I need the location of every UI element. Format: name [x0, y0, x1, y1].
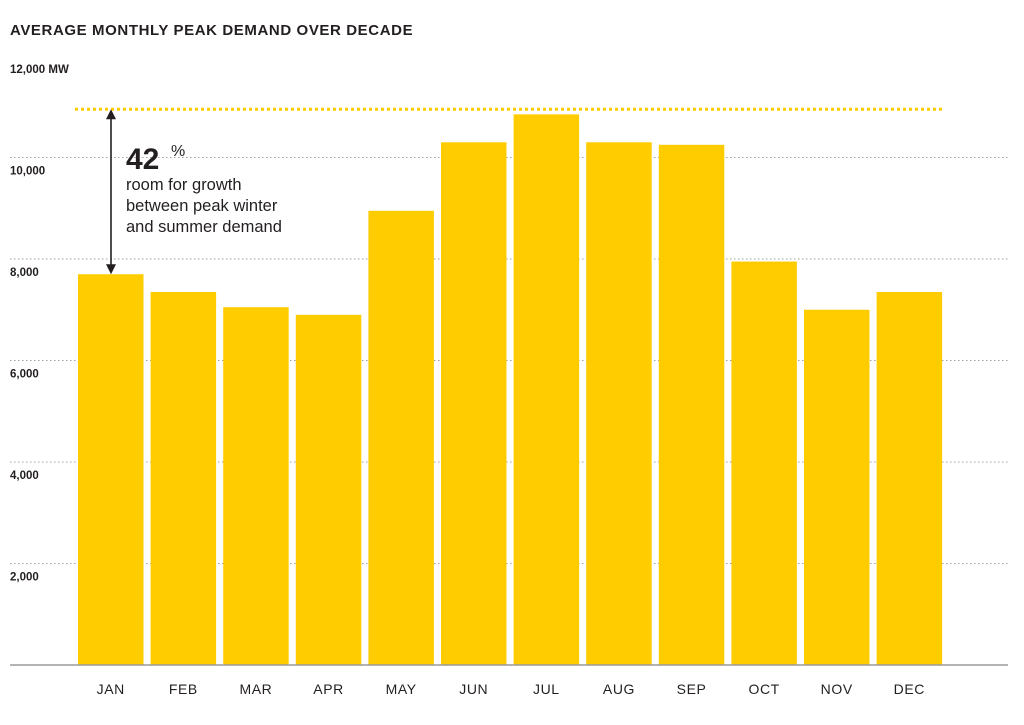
- x-tick-label: AUG: [603, 681, 635, 697]
- x-tick-label: OCT: [748, 681, 779, 697]
- bar-may: [368, 210, 434, 665]
- y-tick-label: 12,000 MW: [10, 64, 69, 76]
- x-tick-label: JUN: [459, 681, 488, 697]
- bar-feb: [150, 291, 217, 665]
- annotation-unit: %: [171, 143, 185, 160]
- bar-jun: [441, 142, 507, 665]
- y-tick-label: 10,000: [10, 166, 45, 178]
- y-tick-label: 4,000: [10, 470, 39, 482]
- bar-sep: [658, 144, 725, 665]
- annotation-text-line: and summer demand: [126, 218, 282, 236]
- x-tick-label: JUL: [533, 681, 560, 697]
- bar-apr: [295, 314, 362, 665]
- annotation-text-line: room for growth: [126, 176, 242, 194]
- annotation-group: 42 % room for growth between peak winter and…: [106, 109, 282, 275]
- x-tick-label: SEP: [677, 681, 707, 697]
- y-tick-label: 6,000: [10, 369, 39, 381]
- x-tick-label: DEC: [894, 681, 925, 697]
- bar-jul: [513, 114, 580, 666]
- bar-oct: [731, 261, 797, 665]
- x-tick-label: MAR: [239, 681, 272, 697]
- x-tick-label: MAY: [386, 681, 417, 697]
- bar-nov: [804, 309, 870, 665]
- y-tick-label: 2,000: [10, 572, 39, 584]
- annotation-arrow-head-up: [106, 109, 116, 120]
- axes: 2,000 4,000 6,000 8,000 10,000 12,000 MW JAN FE…: [10, 64, 1008, 697]
- x-tick-label: FEB: [169, 681, 198, 697]
- annotation-value: 42: [126, 143, 159, 176]
- x-tick-label: JAN: [97, 681, 125, 697]
- bar-mar: [223, 307, 289, 665]
- x-tick-label: APR: [313, 681, 344, 697]
- x-tick-label: NOV: [821, 681, 853, 697]
- annotation-arrow-head-down: [106, 264, 116, 275]
- bar-dec: [876, 291, 943, 665]
- annotation-text-line: between peak winter: [126, 197, 278, 215]
- y-tick-label: 8,000: [10, 267, 39, 279]
- bar-jan: [78, 274, 144, 665]
- bars: [78, 114, 943, 666]
- bar-aug: [586, 142, 652, 665]
- chart-title: AVERAGE MONTHLY PEAK DEMAND OVER DECADE: [10, 22, 414, 39]
